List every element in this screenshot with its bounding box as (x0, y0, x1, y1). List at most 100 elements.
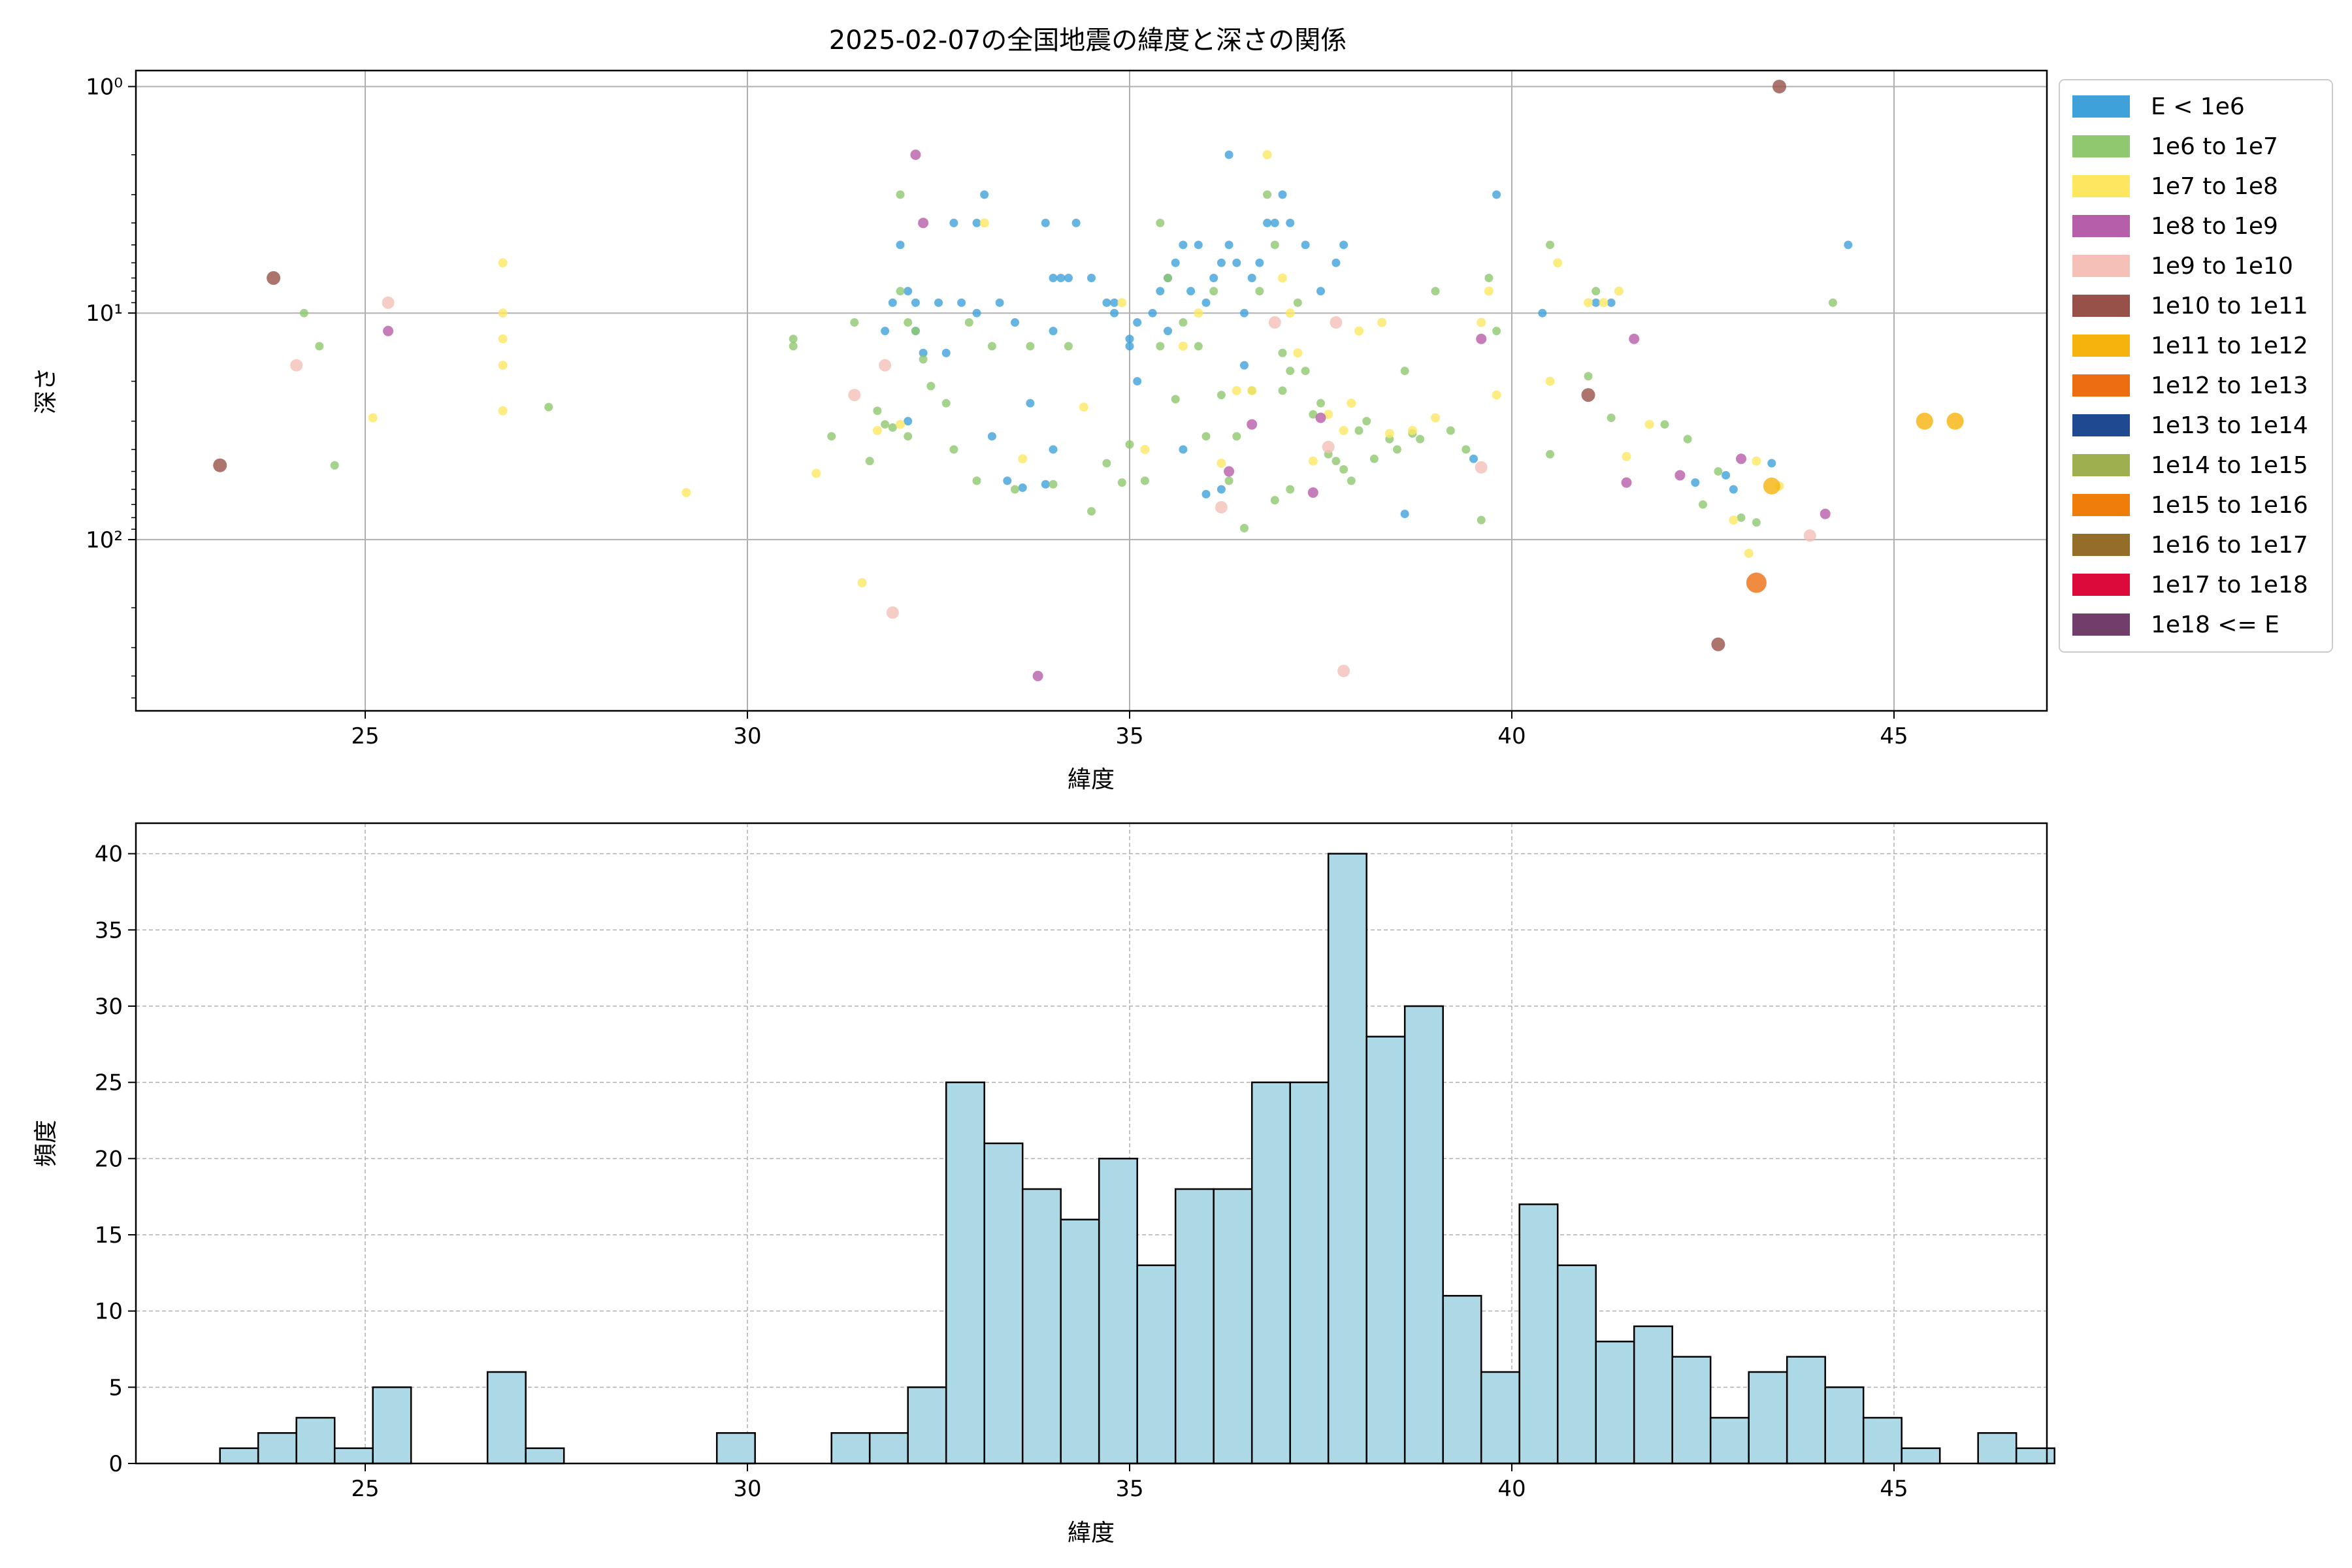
scatter-point (1592, 287, 1601, 296)
scatter-point (1347, 476, 1356, 485)
scatter-point (881, 420, 890, 429)
scatter-grid (136, 71, 2047, 711)
legend-swatch (2072, 215, 2130, 237)
scatter-point (299, 308, 308, 318)
scatter-point (1079, 402, 1088, 412)
scatter-point (1301, 240, 1310, 250)
scatter-point (1125, 440, 1134, 449)
scatter-point (1469, 454, 1478, 463)
scatter-point (941, 348, 951, 357)
scatter-point (904, 287, 913, 296)
scatter-point (1339, 465, 1348, 474)
scatter-point (1224, 466, 1235, 477)
scatter-point (1286, 367, 1295, 376)
scatter-point (1330, 316, 1343, 329)
scatter-point (980, 190, 989, 199)
scatter-point (681, 487, 691, 497)
scatter-point (919, 348, 928, 357)
scatter-point (1660, 420, 1669, 429)
histogram-y-tick-label: 40 (95, 841, 123, 868)
scatter-point (1247, 273, 1256, 282)
scatter-point (1064, 342, 1073, 351)
scatter-point (1752, 456, 1761, 466)
scatter-point (888, 298, 897, 307)
scatter-point (1400, 510, 1409, 519)
scatter-y-tick-label: 10¹ (86, 301, 123, 327)
histogram-bar (1556, 1264, 1597, 1465)
scatter-point (1622, 451, 1631, 461)
histogram-bar (830, 1432, 871, 1465)
scatter-point (1393, 445, 1401, 454)
histogram-x-tick-label: 35 (1115, 1476, 1143, 1502)
histogram-bar (1060, 1218, 1100, 1465)
scatter-point (910, 149, 921, 160)
scatter-point (1209, 287, 1218, 296)
scatter-point (789, 342, 798, 351)
scatter-point (1729, 485, 1738, 494)
scatter-point (1041, 480, 1050, 489)
scatter-point (1156, 218, 1165, 227)
scatter-point (1484, 273, 1494, 282)
histogram-x-tick-label: 40 (1497, 1476, 1526, 1502)
scatter-point (1746, 572, 1767, 593)
scatter-point (1584, 298, 1593, 308)
scatter-point (267, 270, 281, 285)
scatter-point (1331, 457, 1341, 466)
histogram-x-tick-label: 30 (733, 1476, 761, 1502)
scatter-point (1546, 449, 1554, 459)
scatter-point (1744, 548, 1754, 558)
scatter-point (896, 287, 905, 296)
scatter-point (1049, 480, 1058, 489)
scatter-point (1032, 670, 1043, 681)
scatter-x-tick-label: 45 (1880, 723, 1908, 749)
scatter-point (972, 218, 981, 227)
scatter-point (873, 406, 882, 416)
scatter-point (827, 432, 836, 441)
scatter-point (1316, 399, 1325, 408)
scatter-point (1133, 377, 1142, 386)
scatter-point (1102, 459, 1111, 468)
scatter-point (498, 406, 508, 416)
scatter-point (498, 258, 508, 268)
scatter-frame (135, 69, 2048, 712)
scatter-point (1148, 308, 1157, 318)
chart-title: 2025-02-07の全国地震の緯度と深さの関係 (829, 25, 1347, 56)
scatter-point (498, 308, 508, 318)
scatter-point (383, 325, 394, 336)
scatter-point (872, 425, 882, 435)
scatter-points (213, 79, 1964, 681)
scatter-x-tick-label: 25 (351, 723, 379, 749)
scatter-point (1209, 273, 1218, 282)
scatter-point (1644, 419, 1654, 429)
scatter-point (934, 298, 943, 307)
scatter-point (1215, 500, 1228, 514)
histogram-bar (1595, 1341, 1635, 1465)
scatter-point (1247, 419, 1258, 430)
scatter-point (1293, 298, 1302, 307)
legend-label: 1e12 to 1e13 (2151, 372, 2308, 399)
scatter-point (1714, 467, 1723, 476)
scatter-point (1232, 385, 1241, 395)
scatter-point (1285, 308, 1295, 318)
legend-swatch (2072, 255, 2130, 277)
scatter-point (1194, 308, 1203, 318)
scatter-point (1354, 426, 1364, 435)
scatter-point (1331, 258, 1341, 267)
scatter-point (1301, 367, 1310, 376)
scatter-point (1102, 298, 1111, 307)
scatter-point (918, 218, 929, 229)
scatter-point (1018, 454, 1028, 464)
scatter-point (1270, 496, 1279, 505)
histogram-x-tick-label: 25 (351, 1476, 379, 1502)
histogram-bar (715, 1432, 756, 1465)
histogram-y-tick-label: 10 (95, 1299, 123, 1325)
histogram-bar (1633, 1325, 1673, 1465)
scatter-point (498, 361, 508, 370)
scatter-point (1117, 298, 1127, 308)
histogram-y-tick-label: 0 (108, 1451, 123, 1477)
scatter-point (1156, 342, 1165, 351)
scatter-point (886, 606, 899, 619)
scatter-point (904, 417, 913, 426)
scatter-point (888, 423, 897, 432)
scatter-point (1339, 240, 1348, 250)
